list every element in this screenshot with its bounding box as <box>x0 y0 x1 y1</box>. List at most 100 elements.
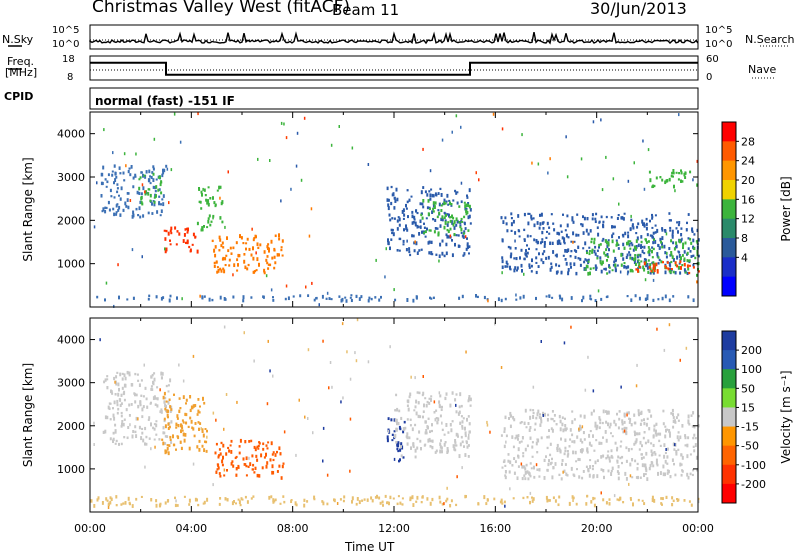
velocity-colorbar-segment-1 <box>722 350 736 370</box>
power-colorbar-segment-4 <box>722 199 736 220</box>
velocity-colorbar-label: Velocity [m s⁻¹] <box>779 370 793 463</box>
frequency-trace <box>90 61 698 76</box>
power-region-0 <box>100 164 168 219</box>
power-region-10 <box>648 169 699 189</box>
velocity-region-4 <box>394 391 472 459</box>
velocity-cbtick-label-1: 100 <box>741 363 762 376</box>
nave-tick-top: 60 <box>706 54 719 65</box>
velocity-region-5 <box>500 408 700 482</box>
power-cbtick-label-6: 4 <box>741 251 748 264</box>
nsky-label: N.Sky <box>2 33 34 46</box>
power-ytick-label-0: 4000 <box>57 128 85 141</box>
power-cbtick-label-1: 24 <box>741 155 755 168</box>
time-tick-label-3: 12:00 <box>378 522 410 535</box>
time-tick-label-2: 08:00 <box>277 522 309 535</box>
velocity-cbtick-label-7: -200 <box>741 478 766 491</box>
nsearch-tick-top: 10^5 <box>705 25 733 36</box>
power-region-3 <box>196 185 224 232</box>
power-colorbar-segment-8 <box>722 276 736 297</box>
power-colorbar-label: Power [dB] <box>779 176 793 241</box>
power-region-1 <box>138 172 163 206</box>
velocity-colorbar-segment-8 <box>722 483 736 504</box>
velocity-colorbar-segment-6 <box>722 445 736 466</box>
power-ytick-label-1: 3000 <box>57 171 85 184</box>
velocity-panel-frame <box>89 317 699 513</box>
station-title: Christmas Valley West (fitACF) <box>92 0 351 17</box>
velocity-colorbar-segment-2 <box>722 369 736 389</box>
velocity-cbtick-label-5: -50 <box>741 440 759 453</box>
power-colorbar-segment-0 <box>722 122 736 142</box>
velocity-cbtick-label-0: 200 <box>741 344 762 357</box>
power-cbtick-label-5: 8 <box>741 232 748 245</box>
power-region-2 <box>163 226 199 254</box>
power-colorbar-segment-2 <box>722 160 736 181</box>
nave-label: Nave <box>748 63 777 76</box>
beam-title: Beam 11 <box>332 1 400 19</box>
velocity-cbtick-label-6: -100 <box>741 459 766 472</box>
power-cbtick-label-3: 16 <box>741 193 755 206</box>
velocity-ytick-label-1: 3000 <box>57 377 85 390</box>
time-tick-label-5: 20:00 <box>581 522 613 535</box>
velocity-ytick-label-0: 4000 <box>57 334 85 347</box>
freq-panel-frame <box>89 55 699 81</box>
date-title: 30/Jun/2013 <box>590 0 687 18</box>
freq-label-2: [MHz] <box>5 66 38 79</box>
power-colorbar-frame <box>721 121 737 297</box>
freq-tick-bottom: 8 <box>67 72 74 83</box>
power-ylabel: Slant Range [km] <box>21 157 35 261</box>
velocity-ytick-label-2: 2000 <box>57 420 85 433</box>
power-ytick-label-2: 2000 <box>57 214 85 227</box>
time-axis-title: Time UT <box>345 540 395 554</box>
power-colorbar-segment-1 <box>722 141 736 162</box>
freq-tick-top: 18 <box>62 54 75 65</box>
power-colorbar-segment-3 <box>722 180 736 200</box>
nsearch-label: N.Search <box>745 33 795 46</box>
power-region-8 <box>584 237 700 276</box>
velocity-colorbar-frame <box>721 330 737 504</box>
time-tick-label-0: 00:00 <box>74 522 106 535</box>
cpid-label: CPID <box>4 90 34 103</box>
velocity-region-1 <box>161 391 208 456</box>
nsearch-tick-bottom: 10^0 <box>705 39 733 50</box>
velocity-ytick-label-3: 1000 <box>57 463 85 476</box>
power-colorbar-segment-5 <box>722 218 736 239</box>
velocity-colorbar-segment-4 <box>722 407 736 428</box>
velocity-colorbar-segment-7 <box>722 464 736 485</box>
velocity-sparse-echoes <box>93 318 700 509</box>
velocity-region-2 <box>214 438 285 480</box>
freq-label-1: Freq. <box>7 55 35 68</box>
cpid-panel-frame <box>89 87 699 110</box>
power-cbtick-label-4: 12 <box>741 213 755 226</box>
cpid-mode: normal (fast) -151 IF <box>95 94 235 108</box>
velocity-region-0 <box>102 370 173 446</box>
time-tick-label-1: 04:00 <box>175 522 207 535</box>
velocity-cbtick-label-4: -15 <box>741 421 759 434</box>
power-region-9 <box>635 260 700 275</box>
velocity-colorbar-segment-0 <box>722 331 736 351</box>
power-region-11 <box>96 294 695 303</box>
nsky-trace <box>89 31 699 45</box>
velocity-cbtick-label-3: 15 <box>741 401 755 414</box>
power-region-6 <box>420 199 471 237</box>
velocity-region-6 <box>90 494 700 508</box>
noise-panel-frame <box>89 24 699 50</box>
velocity-cbtick-label-2: 50 <box>741 382 755 395</box>
nsky-tick-top: 10^5 <box>52 25 80 36</box>
velocity-colorbar-segment-5 <box>722 426 736 447</box>
nave-tick-bottom: 0 <box>706 72 713 83</box>
power-sparse-echoes <box>93 112 698 308</box>
power-colorbar-segment-6 <box>722 238 736 258</box>
velocity-colorbar-segment-3 <box>722 388 736 408</box>
power-colorbar-segment-7 <box>722 257 736 278</box>
time-tick-label-4: 16:00 <box>479 522 511 535</box>
time-tick-label-6: 00:00 <box>682 522 714 535</box>
power-ytick-label-3: 1000 <box>57 258 85 271</box>
velocity-ylabel: Slant Range [km] <box>21 363 35 467</box>
power-cbtick-label-0: 28 <box>741 135 755 148</box>
power-cbtick-label-2: 20 <box>741 174 755 187</box>
nsky-tick-bottom: 10^0 <box>52 39 80 50</box>
power-region-4 <box>211 233 284 275</box>
power-region-5 <box>386 185 472 259</box>
